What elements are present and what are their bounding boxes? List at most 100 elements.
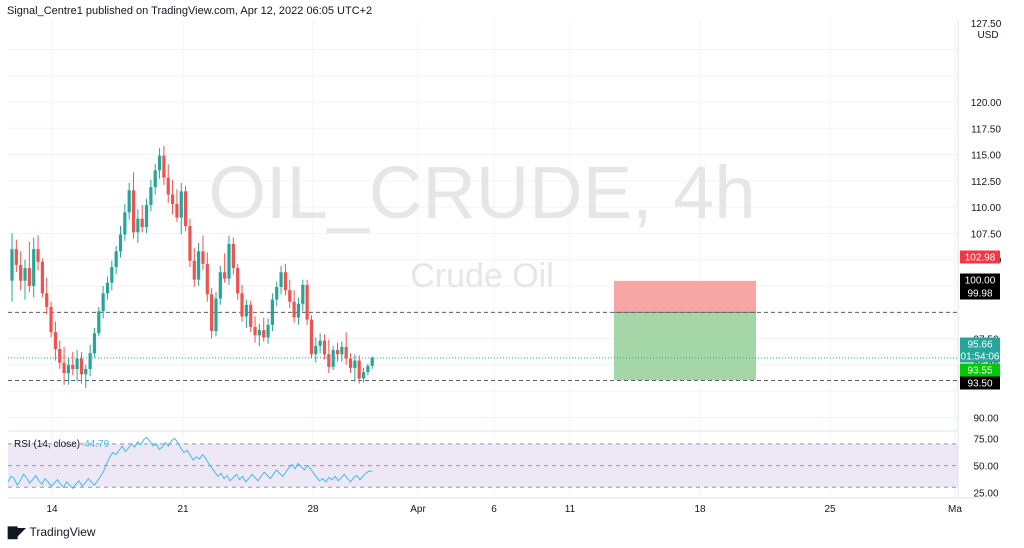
candle-body xyxy=(40,261,44,294)
candle-body xyxy=(188,226,192,261)
price-label-text: 01:54:06 xyxy=(961,352,1000,363)
candle-body xyxy=(318,340,322,346)
candle-body xyxy=(92,333,97,354)
price-label: 99.98 xyxy=(960,286,1000,300)
candle-body xyxy=(162,155,166,178)
candle-body xyxy=(240,293,244,317)
candle-body xyxy=(314,345,318,355)
y-tick-label: 127.50 xyxy=(971,19,1002,30)
price-label-text: 93.55 xyxy=(967,366,992,377)
take-profit-zone xyxy=(614,312,756,381)
footer: ▇◤ TradingView xyxy=(8,525,96,539)
candle-body xyxy=(170,194,175,204)
candle-body xyxy=(110,267,114,283)
candle-body xyxy=(340,346,344,355)
candle-body xyxy=(197,251,201,280)
candle-body xyxy=(327,354,331,367)
candles xyxy=(10,146,374,388)
y-tick-label: 115.00 xyxy=(971,151,1001,162)
price-label-bg xyxy=(960,337,1000,351)
candle-body xyxy=(19,264,23,281)
candle-body xyxy=(279,272,283,287)
price-label-bg xyxy=(960,349,1000,363)
price-label: 95.66 xyxy=(960,337,1000,351)
candle-body xyxy=(36,249,40,262)
candle-body xyxy=(140,218,144,228)
candle-body xyxy=(236,268,240,294)
candle-body xyxy=(101,293,105,312)
stop-loss-zone xyxy=(614,280,756,313)
candle-body xyxy=(131,190,136,233)
x-tick-label: 18 xyxy=(694,504,706,515)
candle-body xyxy=(136,218,140,233)
candle-body xyxy=(366,365,370,373)
candle-body xyxy=(97,311,101,334)
candle-body xyxy=(249,304,253,327)
price-label-bg xyxy=(960,376,1000,390)
x-tick-label: 21 xyxy=(177,504,189,515)
candle-body xyxy=(10,249,14,281)
candle-body xyxy=(66,364,71,374)
candle-body xyxy=(127,190,131,213)
price-label: 102.98 xyxy=(960,250,1000,264)
candle-body xyxy=(223,272,227,279)
candle-body xyxy=(27,268,31,286)
candle-body xyxy=(62,362,66,374)
candle-body xyxy=(331,350,335,367)
publish-header: Signal_Centre1 published on TradingView.… xyxy=(7,5,373,17)
y-tick-label: 110.00 xyxy=(971,203,1001,214)
candle-body xyxy=(231,243,235,269)
candle-body xyxy=(275,286,279,300)
candle-body xyxy=(23,268,27,281)
y-tick-label: 120.00 xyxy=(971,98,1002,109)
candle-body xyxy=(118,234,123,252)
horizontal-lines[interactable] xyxy=(8,311,958,382)
candle-body xyxy=(322,340,327,355)
candle-body xyxy=(144,205,149,228)
x-tick-label: 6 xyxy=(491,504,497,515)
candle-body xyxy=(257,330,261,336)
candle-body xyxy=(153,170,157,188)
candle-body xyxy=(53,332,57,350)
price-label-text: 93.50 xyxy=(967,379,992,390)
candle-body xyxy=(149,187,153,206)
candle-body xyxy=(288,290,292,302)
candle-body xyxy=(335,350,340,355)
price-label-bg xyxy=(960,273,1000,287)
y-tick-label: 90.00 xyxy=(973,413,998,424)
candle-body xyxy=(348,358,353,368)
candle-body xyxy=(179,191,183,218)
candle-body xyxy=(353,360,357,368)
x-tick-label: 11 xyxy=(565,504,576,515)
candle-body xyxy=(218,272,222,299)
candle-body xyxy=(84,368,88,375)
candle-body xyxy=(357,360,361,379)
price-label: 01:54:06 xyxy=(960,349,1000,363)
x-tick-label: 14 xyxy=(46,504,58,515)
candle-body xyxy=(14,249,18,265)
time-axis[interactable]: 14 21 28 Apr 6 11 18 25 Ma xyxy=(46,504,962,515)
candle-body xyxy=(296,303,301,318)
candle-body xyxy=(75,358,79,369)
x-tick-label: 28 xyxy=(307,504,319,515)
candle-body xyxy=(244,304,248,317)
candle-body xyxy=(166,177,170,195)
candle-body xyxy=(309,319,314,355)
position-zones[interactable] xyxy=(614,280,756,381)
x-tick-label: 25 xyxy=(824,504,836,515)
tradingview-logo-icon: ▇◤ xyxy=(8,525,25,539)
candle-body xyxy=(253,326,257,336)
rsi-pane xyxy=(7,436,958,490)
footer-brand: TradingView xyxy=(29,525,96,539)
candle-body xyxy=(214,298,218,332)
price-label-bg xyxy=(960,363,1000,377)
candle-body xyxy=(305,284,309,320)
rsi-line xyxy=(7,436,373,490)
price-label-bg xyxy=(960,250,1000,264)
price-label-text: 95.66 xyxy=(967,340,992,351)
candle-body xyxy=(79,358,84,375)
candle-body xyxy=(361,372,366,379)
candle-body xyxy=(184,191,188,227)
currency-label: USD xyxy=(977,30,998,41)
